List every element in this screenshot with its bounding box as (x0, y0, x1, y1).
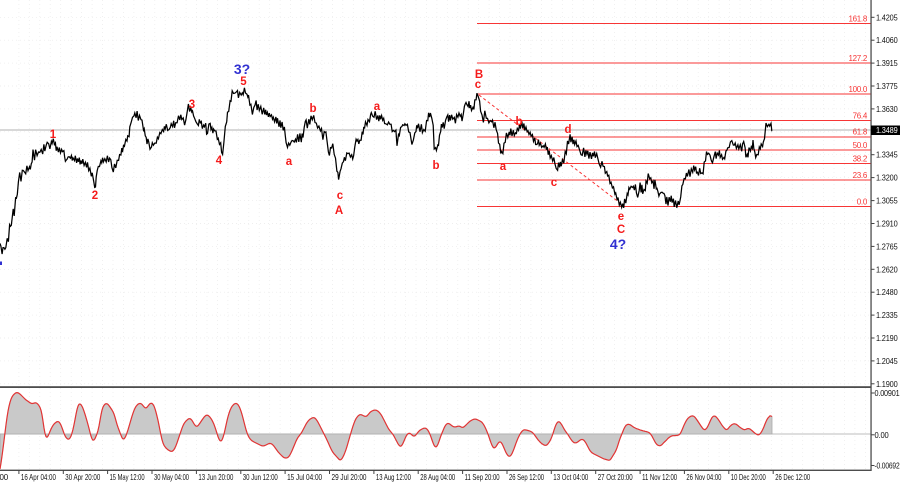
svg-text:26 Dec 12:00: 26 Dec 12:00 (775, 472, 810, 482)
svg-text:13 Aug 12:00: 13 Aug 12:00 (376, 472, 411, 482)
svg-text:0.00901: 0.00901 (875, 388, 900, 398)
svg-text:a: a (286, 156, 293, 168)
svg-text:127.2: 127.2 (848, 54, 867, 63)
svg-text:b: b (309, 103, 316, 115)
svg-text:1.3630: 1.3630 (876, 104, 898, 114)
svg-text:0.0: 0.0 (857, 197, 868, 206)
svg-text:00: 00 (0, 472, 8, 482)
svg-text:-0.00692: -0.00692 (875, 461, 900, 471)
svg-text:1.2765: 1.2765 (876, 241, 898, 251)
svg-text:30 May 04:00: 30 May 04:00 (154, 472, 189, 482)
svg-text:15 May 12:00: 15 May 12:00 (110, 472, 145, 482)
svg-text:1.2910: 1.2910 (876, 219, 898, 229)
svg-text:1: 1 (50, 129, 57, 141)
svg-text:1.1900: 1.1900 (876, 379, 898, 389)
svg-text:1.3775: 1.3775 (876, 81, 898, 91)
svg-text:b: b (515, 116, 522, 128)
svg-text:29 Jul 20:00: 29 Jul 20:00 (332, 472, 367, 482)
svg-text:1.3055: 1.3055 (876, 196, 898, 206)
svg-text:27 Oct 20:00: 27 Oct 20:00 (598, 472, 633, 482)
svg-text:26 Nov 04:00: 26 Nov 04:00 (686, 472, 721, 482)
svg-text:28 Aug 04:00: 28 Aug 04:00 (420, 472, 455, 482)
svg-text:d: d (564, 124, 571, 136)
svg-text:1.3915: 1.3915 (876, 58, 898, 68)
svg-text:c: c (475, 79, 482, 91)
svg-text:1.3345: 1.3345 (876, 150, 898, 160)
svg-text:e: e (618, 211, 624, 223)
svg-text:2: 2 (92, 190, 98, 202)
svg-text:1.3200: 1.3200 (876, 173, 898, 183)
svg-text:76.4: 76.4 (853, 112, 868, 121)
svg-text:1.2480: 1.2480 (876, 287, 898, 297)
svg-text:A: A (335, 205, 343, 217)
svg-text:a: a (374, 101, 381, 113)
svg-text:4: 4 (216, 155, 223, 167)
svg-text:1.2190: 1.2190 (876, 333, 898, 343)
svg-text:1.2045: 1.2045 (876, 356, 898, 366)
svg-text:50.0: 50.0 (853, 141, 868, 150)
svg-text:11 Sep 20:00: 11 Sep 20:00 (465, 472, 500, 482)
svg-text:61.8: 61.8 (853, 128, 868, 137)
svg-text:a: a (500, 161, 507, 173)
svg-text:10 Dec 20:00: 10 Dec 20:00 (731, 472, 766, 482)
svg-text:c: c (337, 190, 344, 202)
svg-text:1.4205: 1.4205 (876, 12, 898, 22)
svg-text:26 Sep 12:00: 26 Sep 12:00 (509, 472, 544, 482)
svg-text:38.2: 38.2 (853, 155, 868, 164)
svg-text:161.8: 161.8 (848, 14, 867, 23)
svg-text:b: b (432, 160, 439, 172)
svg-text:100.0: 100.0 (848, 85, 867, 94)
svg-text:1.3489: 1.3489 (876, 125, 898, 135)
svg-text:B: B (475, 69, 483, 81)
svg-text:30 Jun 12:00: 30 Jun 12:00 (243, 472, 278, 482)
svg-text:c: c (551, 177, 558, 189)
svg-text:1.2335: 1.2335 (876, 310, 898, 320)
svg-text:15 Jul 04:00: 15 Jul 04:00 (287, 472, 322, 482)
svg-text:11 Nov 12:00: 11 Nov 12:00 (642, 472, 677, 482)
svg-text:3?: 3? (234, 61, 250, 77)
svg-text:3: 3 (189, 99, 195, 111)
svg-text:C: C (617, 224, 625, 236)
svg-text:13 Oct 04:00: 13 Oct 04:00 (553, 472, 588, 482)
svg-text:30 Apr 20:00: 30 Apr 20:00 (65, 472, 100, 482)
svg-text:0.00: 0.00 (875, 430, 889, 440)
svg-text:1.2620: 1.2620 (876, 264, 898, 274)
svg-text:5: 5 (240, 76, 247, 88)
svg-text:1.4060: 1.4060 (876, 35, 898, 45)
svg-text:13 Jun 20:00: 13 Jun 20:00 (198, 472, 233, 482)
svg-text:23.6: 23.6 (853, 171, 868, 180)
svg-text:16 Apr 04:00: 16 Apr 04:00 (21, 472, 56, 482)
svg-text:4?: 4? (610, 236, 626, 252)
